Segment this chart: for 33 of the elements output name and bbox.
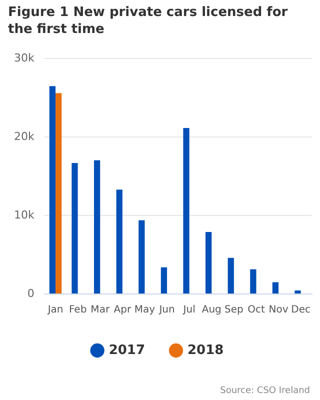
bar — [294, 290, 301, 294]
x-tick-label: Dec — [291, 304, 311, 316]
legend-label: 2018 — [188, 342, 224, 358]
x-tick-label: Feb — [68, 304, 87, 316]
x-tick-label: Oct — [248, 304, 265, 316]
x-tick-label: May — [134, 304, 156, 316]
x-tick-label: Mar — [90, 304, 110, 316]
bar — [228, 258, 234, 294]
bar — [206, 232, 212, 294]
x-tick-label: Jan — [46, 304, 64, 316]
bar — [160, 267, 168, 294]
x-tick-label: Jun — [158, 304, 175, 316]
bar — [272, 282, 279, 294]
y-tick-label: 20k — [14, 130, 35, 143]
x-tick-label: Nov — [268, 304, 288, 316]
y-tick-label: 30k — [14, 51, 35, 64]
legend-label: 2017 — [108, 342, 146, 358]
x-tick-label: Sep — [224, 304, 244, 316]
x-tick-label: Jul — [182, 304, 196, 316]
y-tick-label: 10k — [14, 208, 35, 222]
x-tick-label: Aug — [202, 304, 222, 316]
bar — [138, 220, 145, 294]
bar — [116, 190, 122, 294]
bar — [183, 128, 190, 294]
source-note: Source: CSO Ireland — [220, 386, 310, 396]
bar — [49, 86, 56, 294]
x-tick-label: Apr — [114, 304, 132, 316]
bar — [250, 269, 256, 294]
bar — [56, 93, 62, 294]
chart-title: Figure 1 New private cars licensed for the first time — [8, 4, 289, 38]
bar — [94, 160, 100, 294]
bar — [72, 162, 78, 294]
y-tick-label: 0 — [27, 286, 34, 300]
